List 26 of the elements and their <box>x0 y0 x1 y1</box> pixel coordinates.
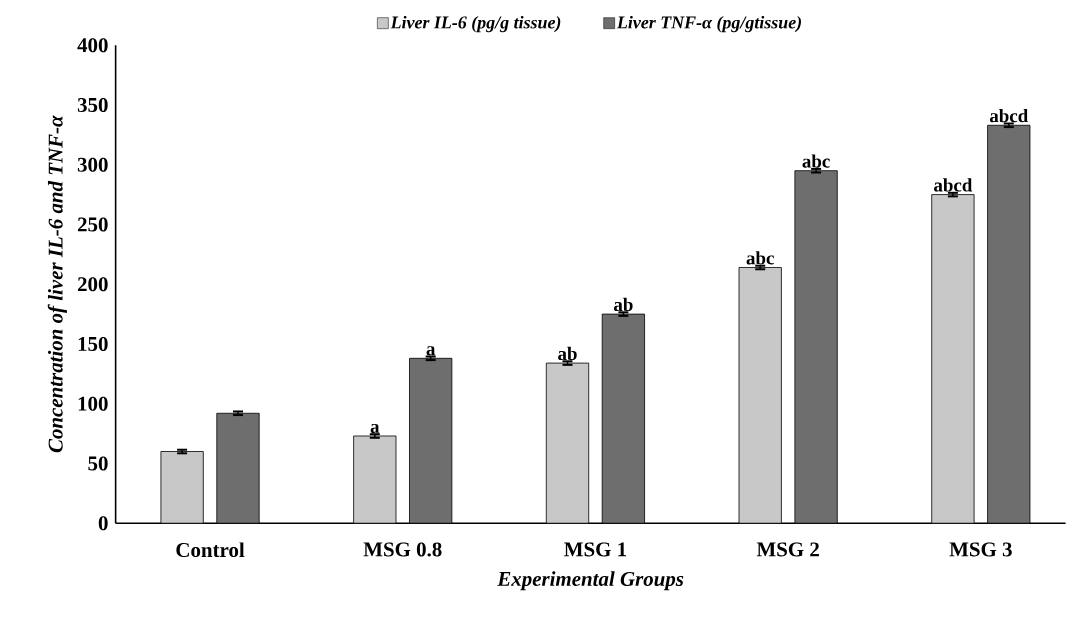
data-label: a <box>426 346 436 356</box>
data-label: abcd <box>934 178 973 192</box>
y-tick-label: 300 <box>77 157 108 172</box>
legend-label: Liver IL-6 (pg/g tissue) <box>390 15 561 33</box>
x-tick-label: Control <box>176 542 245 558</box>
data-label: abc <box>802 154 830 168</box>
x-tick-label: MSG 1 <box>564 542 627 557</box>
x-axis-title: Experimental Groups <box>497 571 684 591</box>
data-label: a <box>370 423 380 433</box>
legend-label: Liver TNF-α (pg/gtissue) <box>616 15 801 33</box>
data-label: ab <box>558 346 577 361</box>
x-tick-label: MSG 0.8 <box>363 542 442 557</box>
data-label: abc <box>746 251 774 265</box>
y-tick-label: 150 <box>78 336 108 352</box>
y-tick-label: 250 <box>77 217 108 232</box>
y-tick-label: 0 <box>98 516 108 531</box>
y-tick-label: 400 <box>77 38 108 53</box>
data-label: ab <box>614 297 633 312</box>
y-tick-label: 50 <box>88 456 108 471</box>
y-tick-label: 350 <box>77 97 108 113</box>
y-tick-label: 100 <box>78 396 108 411</box>
data-label: abcd <box>989 108 1029 123</box>
y-axis-title: Concentration of liver IL-6 and TNF-α <box>47 115 67 453</box>
x-tick-label: MSG 3 <box>949 542 1012 557</box>
y-tick-label: 200 <box>77 277 108 292</box>
x-tick-label: MSG 2 <box>756 542 819 557</box>
